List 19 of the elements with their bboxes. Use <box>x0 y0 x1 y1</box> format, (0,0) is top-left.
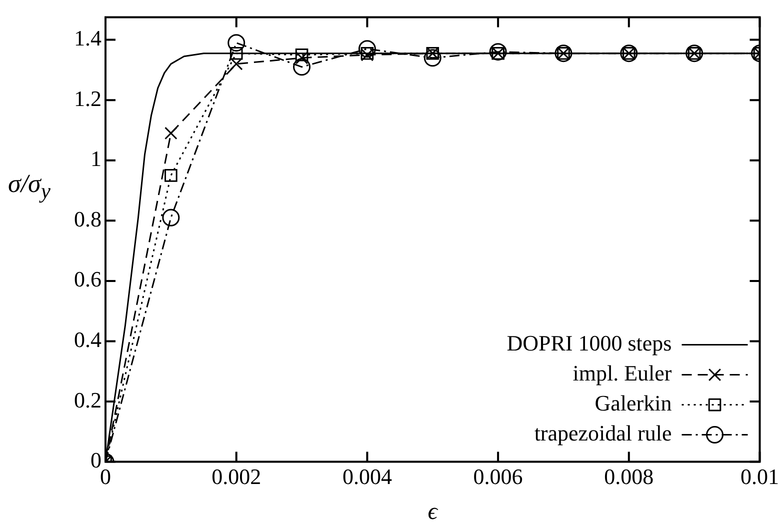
x-tick-label: 0.01 <box>740 464 779 489</box>
legend-label: DOPRI 1000 steps <box>506 330 672 356</box>
y-tick-label: 0.2 <box>74 387 102 412</box>
y-tick-label: 0 <box>90 448 102 473</box>
y-tick-label: 1.4 <box>74 26 102 51</box>
y-tick-label: 1.2 <box>74 86 102 111</box>
y-tick-label: 0.4 <box>74 327 102 352</box>
legend-label: trapezoidal rule <box>534 420 672 446</box>
legend-label: impl. Euler <box>572 360 672 386</box>
y-tick-label: 0.8 <box>74 206 102 232</box>
x-tick-label: 0.008 <box>604 464 654 489</box>
x-tick-label: 0.006 <box>473 464 523 489</box>
y-tick-label: 0.6 <box>74 266 102 292</box>
x-tick-label: 0.002 <box>212 464 262 489</box>
x-tick-label: 0.004 <box>342 464 392 489</box>
y-tick-label: 1 <box>90 146 102 172</box>
legend-label: Galerkin <box>594 390 672 416</box>
y-axis-title: σ/σ$_{y}$ <box>8 169 50 204</box>
x-axis-title: ϵ <box>428 498 439 525</box>
